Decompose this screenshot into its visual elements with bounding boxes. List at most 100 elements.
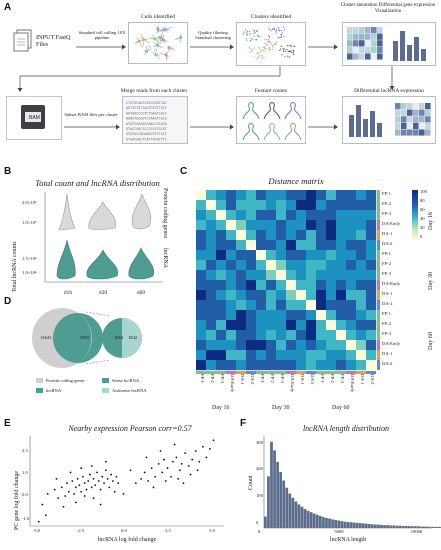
matrix-cell [246, 240, 257, 251]
cluster-dot [269, 49, 271, 51]
x-tick-label: 5.0 [209, 528, 215, 533]
panel-e-xlabel: lncRNA log fold change [97, 537, 157, 543]
x-tick-label: -5.0 [32, 528, 41, 533]
matrix-cell [256, 240, 267, 251]
matrix-cell [196, 310, 207, 321]
scatter-point [60, 486, 63, 489]
heat-cell [425, 109, 431, 116]
cluster-dot [259, 49, 261, 51]
cluster-dot [246, 39, 248, 41]
heat-cell [359, 33, 365, 40]
cluster-dot [249, 47, 251, 49]
matrix-cell [366, 190, 377, 201]
heat-cell [377, 33, 383, 40]
matrix-cell [246, 260, 257, 271]
cell-shape [159, 34, 168, 43]
matrix-cell [346, 330, 357, 341]
matrix-cell [306, 260, 317, 271]
matrix-cell [246, 310, 257, 321]
matrix-cell [276, 350, 287, 361]
scatter-point [90, 465, 93, 467]
group-swatch [356, 371, 366, 374]
matrix-cell [266, 200, 277, 211]
matrix-cell [336, 200, 347, 211]
scatter-point [111, 480, 114, 482]
panel-f-ylabel: Count [248, 475, 254, 490]
cluster-dot [272, 28, 274, 31]
cluster-dot [266, 43, 268, 46]
col-label: FP-1 [260, 374, 265, 383]
cluster-dot [249, 52, 251, 54]
matrix-cell [316, 230, 327, 241]
cluster-dot [271, 45, 274, 47]
matrix-cell [346, 350, 357, 361]
matrix-cell [206, 290, 217, 301]
matrix-cell [306, 230, 317, 241]
matrix-cell [236, 350, 247, 361]
x-tick-label: 5000 [334, 529, 344, 534]
heat-cell [365, 33, 371, 40]
cell-shape [167, 46, 175, 52]
heat-cell [371, 53, 377, 60]
matrix-cell [256, 250, 267, 261]
scatter-point [41, 503, 44, 506]
matrix-cell [216, 280, 227, 291]
matrix-cell [216, 270, 227, 281]
scatter-point [179, 469, 181, 472]
matrix-cell [366, 200, 377, 211]
cluster-dot [255, 39, 257, 41]
heat-cell [347, 27, 353, 34]
cluster-dot [280, 34, 282, 37]
matrix-cell [336, 190, 347, 201]
matrix-cell [226, 280, 237, 291]
histogram-bar [279, 471, 283, 528]
matrix-cell [276, 360, 287, 371]
matrix-cell [336, 270, 347, 281]
heat-cell [401, 103, 407, 110]
scatter-point [99, 503, 102, 506]
cluster-dot [276, 40, 278, 43]
scatter-point [201, 445, 204, 448]
matrix-cell [226, 300, 237, 311]
heat-cell [347, 53, 353, 60]
matrix-cell [346, 310, 357, 321]
x-tick-label: 0.0 [121, 528, 127, 533]
scatter-point [150, 467, 153, 470]
matrix-cell [296, 300, 307, 311]
scatter-point [177, 477, 180, 480]
matrix-cell [246, 340, 257, 351]
histogram-bar [349, 522, 353, 528]
cluster-dot [245, 38, 247, 40]
scatter-point [106, 477, 109, 480]
heat-cell [347, 46, 353, 53]
matrix-cell [296, 270, 307, 281]
scatter-point [143, 471, 146, 474]
histogram-bar [318, 515, 322, 528]
cluster-dot [288, 51, 290, 53]
matrix-cell [226, 270, 237, 281]
cluster-dot [273, 27, 275, 30]
histogram-bar [438, 526, 441, 528]
xcat-d16: d16 [63, 290, 73, 296]
matrix-cell [206, 230, 217, 241]
col-label: FP-1 [320, 374, 325, 383]
group-swatch [377, 360, 380, 370]
group-swatch [206, 371, 216, 374]
matrix-cell [366, 350, 377, 361]
heat-cell [359, 53, 365, 60]
matrix-cell [236, 310, 247, 321]
matrix-cell [216, 300, 227, 311]
histogram-bar [309, 512, 313, 528]
cluster-dot [279, 49, 281, 52]
scatter-point [73, 492, 75, 495]
cluster-dot [250, 37, 252, 39]
matrix-cell [316, 280, 327, 291]
cluster-dot [293, 45, 295, 48]
matrix-cell [206, 200, 217, 211]
matrix-cell [356, 300, 367, 311]
group-swatch [377, 200, 380, 210]
histogram-bar [297, 504, 301, 528]
histogram-bar [264, 516, 267, 528]
heat-cell [365, 40, 371, 47]
histogram-bar [346, 521, 350, 528]
